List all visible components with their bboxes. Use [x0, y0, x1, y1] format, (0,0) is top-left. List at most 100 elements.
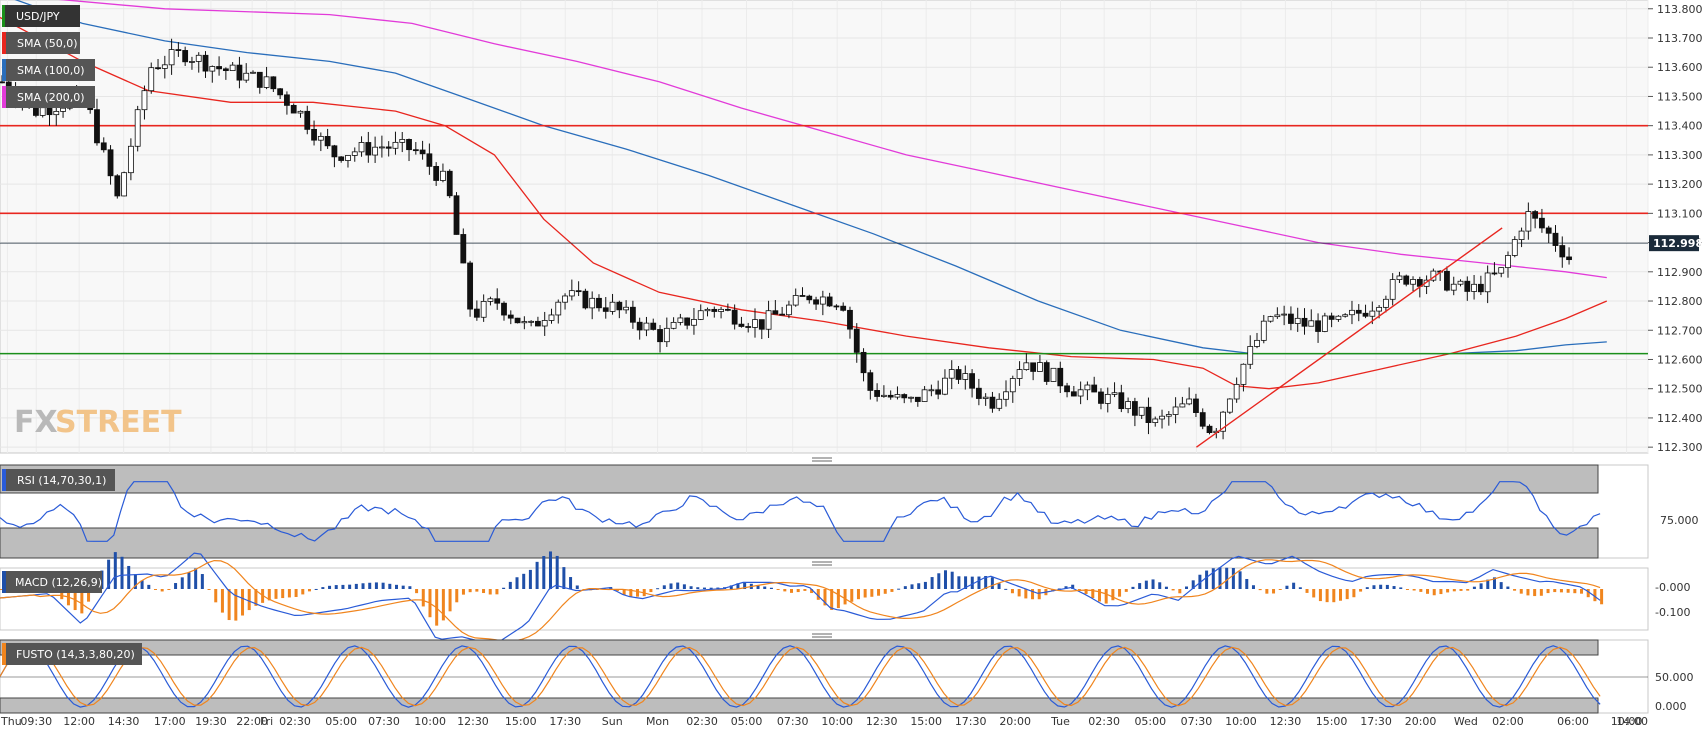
candle-body	[521, 321, 528, 324]
macd-bar	[307, 589, 311, 592]
macd-bar	[214, 589, 218, 603]
price-tick: 113.300	[1657, 149, 1703, 162]
macd-bar	[341, 584, 345, 589]
candle-body	[1288, 313, 1294, 324]
candle-body	[141, 90, 148, 111]
candle-body	[568, 290, 575, 297]
legend: USD/JPY SMA (50,0) SMA (100,0) SMA (200,…	[2, 5, 95, 108]
candle-body	[53, 111, 60, 116]
macd-bar	[575, 585, 579, 589]
candle-body	[270, 76, 277, 90]
candle-body	[616, 301, 623, 311]
macd-bar	[321, 587, 325, 589]
candle-body	[1511, 239, 1518, 256]
panel-splitter[interactable]	[812, 633, 832, 638]
sma100-label-box[interactable]	[2, 59, 95, 81]
macd-bar	[1332, 589, 1336, 603]
macd-bar	[1385, 584, 1389, 589]
panel-splitter[interactable]	[812, 561, 832, 566]
macd-bar	[897, 588, 901, 590]
time-tick: 17:30	[1360, 715, 1392, 728]
macd-bar	[1077, 589, 1081, 590]
candle-body	[535, 320, 541, 327]
macd-bar	[883, 589, 887, 594]
macd-bar	[1372, 585, 1376, 589]
time-tick: 10:00	[414, 715, 446, 728]
candle-body	[1159, 415, 1165, 420]
macd-bar	[1405, 589, 1409, 590]
time-tick: 20:00	[1405, 715, 1437, 728]
rsi-tick: 75.000	[1660, 514, 1699, 527]
macd-label-box[interactable]	[2, 571, 102, 593]
candle-body	[629, 306, 636, 323]
time-tick: Sun	[602, 715, 623, 728]
macd-bar	[1432, 589, 1436, 596]
macd-bar	[957, 576, 961, 589]
macd-bar	[729, 585, 733, 589]
candle-body	[189, 61, 195, 63]
macd-bar	[682, 584, 686, 589]
candle-body	[847, 309, 853, 330]
candle-body	[222, 68, 229, 72]
macd-bar	[0, 589, 3, 590]
rsi-overbought-zone	[0, 464, 1599, 494]
candle-body	[1226, 398, 1233, 413]
macd-bar	[455, 589, 459, 603]
fusto-label-box[interactable]	[2, 643, 142, 665]
macd-bar	[1238, 571, 1242, 589]
candle-body	[1457, 280, 1464, 285]
macd-bar	[468, 589, 472, 593]
candle-body	[419, 149, 426, 155]
time-tick: 17:30	[549, 715, 581, 728]
macd-bar	[1593, 589, 1597, 602]
candle-body	[982, 396, 989, 399]
price-tick: 112.700	[1657, 324, 1703, 337]
macd-bar	[649, 589, 653, 593]
candle-body	[670, 321, 677, 329]
candle-body	[202, 54, 209, 72]
sma50-label-box[interactable]	[2, 32, 80, 54]
macd-bar	[1091, 589, 1095, 599]
candle-body	[378, 146, 385, 149]
macd-bar	[1305, 589, 1309, 593]
fusto-oversold-zone	[0, 697, 1599, 714]
price-tick: 113.700	[1657, 32, 1703, 45]
candle-body	[1206, 425, 1213, 434]
macd-bar	[140, 580, 144, 589]
time-tick: 05:00	[731, 715, 763, 728]
macd-bar	[776, 589, 780, 590]
candle-body	[1525, 211, 1532, 232]
panel-splitter[interactable]	[812, 457, 832, 462]
candle-body	[351, 151, 358, 156]
macd-bar	[1118, 589, 1122, 597]
time-tick: 12:30	[457, 715, 489, 728]
candle-body	[745, 326, 752, 328]
macd-bar	[421, 589, 425, 607]
time-tick: 12:30	[1270, 715, 1302, 728]
candle-body	[399, 139, 406, 143]
macd-bar	[743, 582, 747, 589]
macd-bar	[1272, 589, 1276, 594]
time-tick: 17:30	[955, 715, 987, 728]
candle-body	[1070, 391, 1077, 397]
candle-body	[1301, 317, 1308, 327]
candle-body	[372, 146, 379, 156]
time-tick: 15:00	[910, 715, 942, 728]
macd-bar	[1492, 577, 1496, 589]
rsi-label-box[interactable]	[2, 469, 115, 491]
candle-body	[1321, 315, 1328, 332]
macd-bar	[562, 567, 566, 589]
candle-body	[1172, 406, 1179, 415]
macd-bar	[1312, 589, 1316, 598]
candle-body	[738, 323, 745, 327]
sma200-label-box[interactable]	[2, 86, 95, 108]
time-tick: 07:30	[1181, 715, 1213, 728]
macd-bar	[977, 576, 981, 589]
macd-bar	[569, 577, 573, 589]
macd-bar	[903, 586, 907, 589]
price-tick: 112.400	[1657, 412, 1703, 425]
candle-body	[1349, 309, 1355, 316]
macd-bar	[636, 589, 640, 597]
macd-bar	[314, 588, 318, 590]
